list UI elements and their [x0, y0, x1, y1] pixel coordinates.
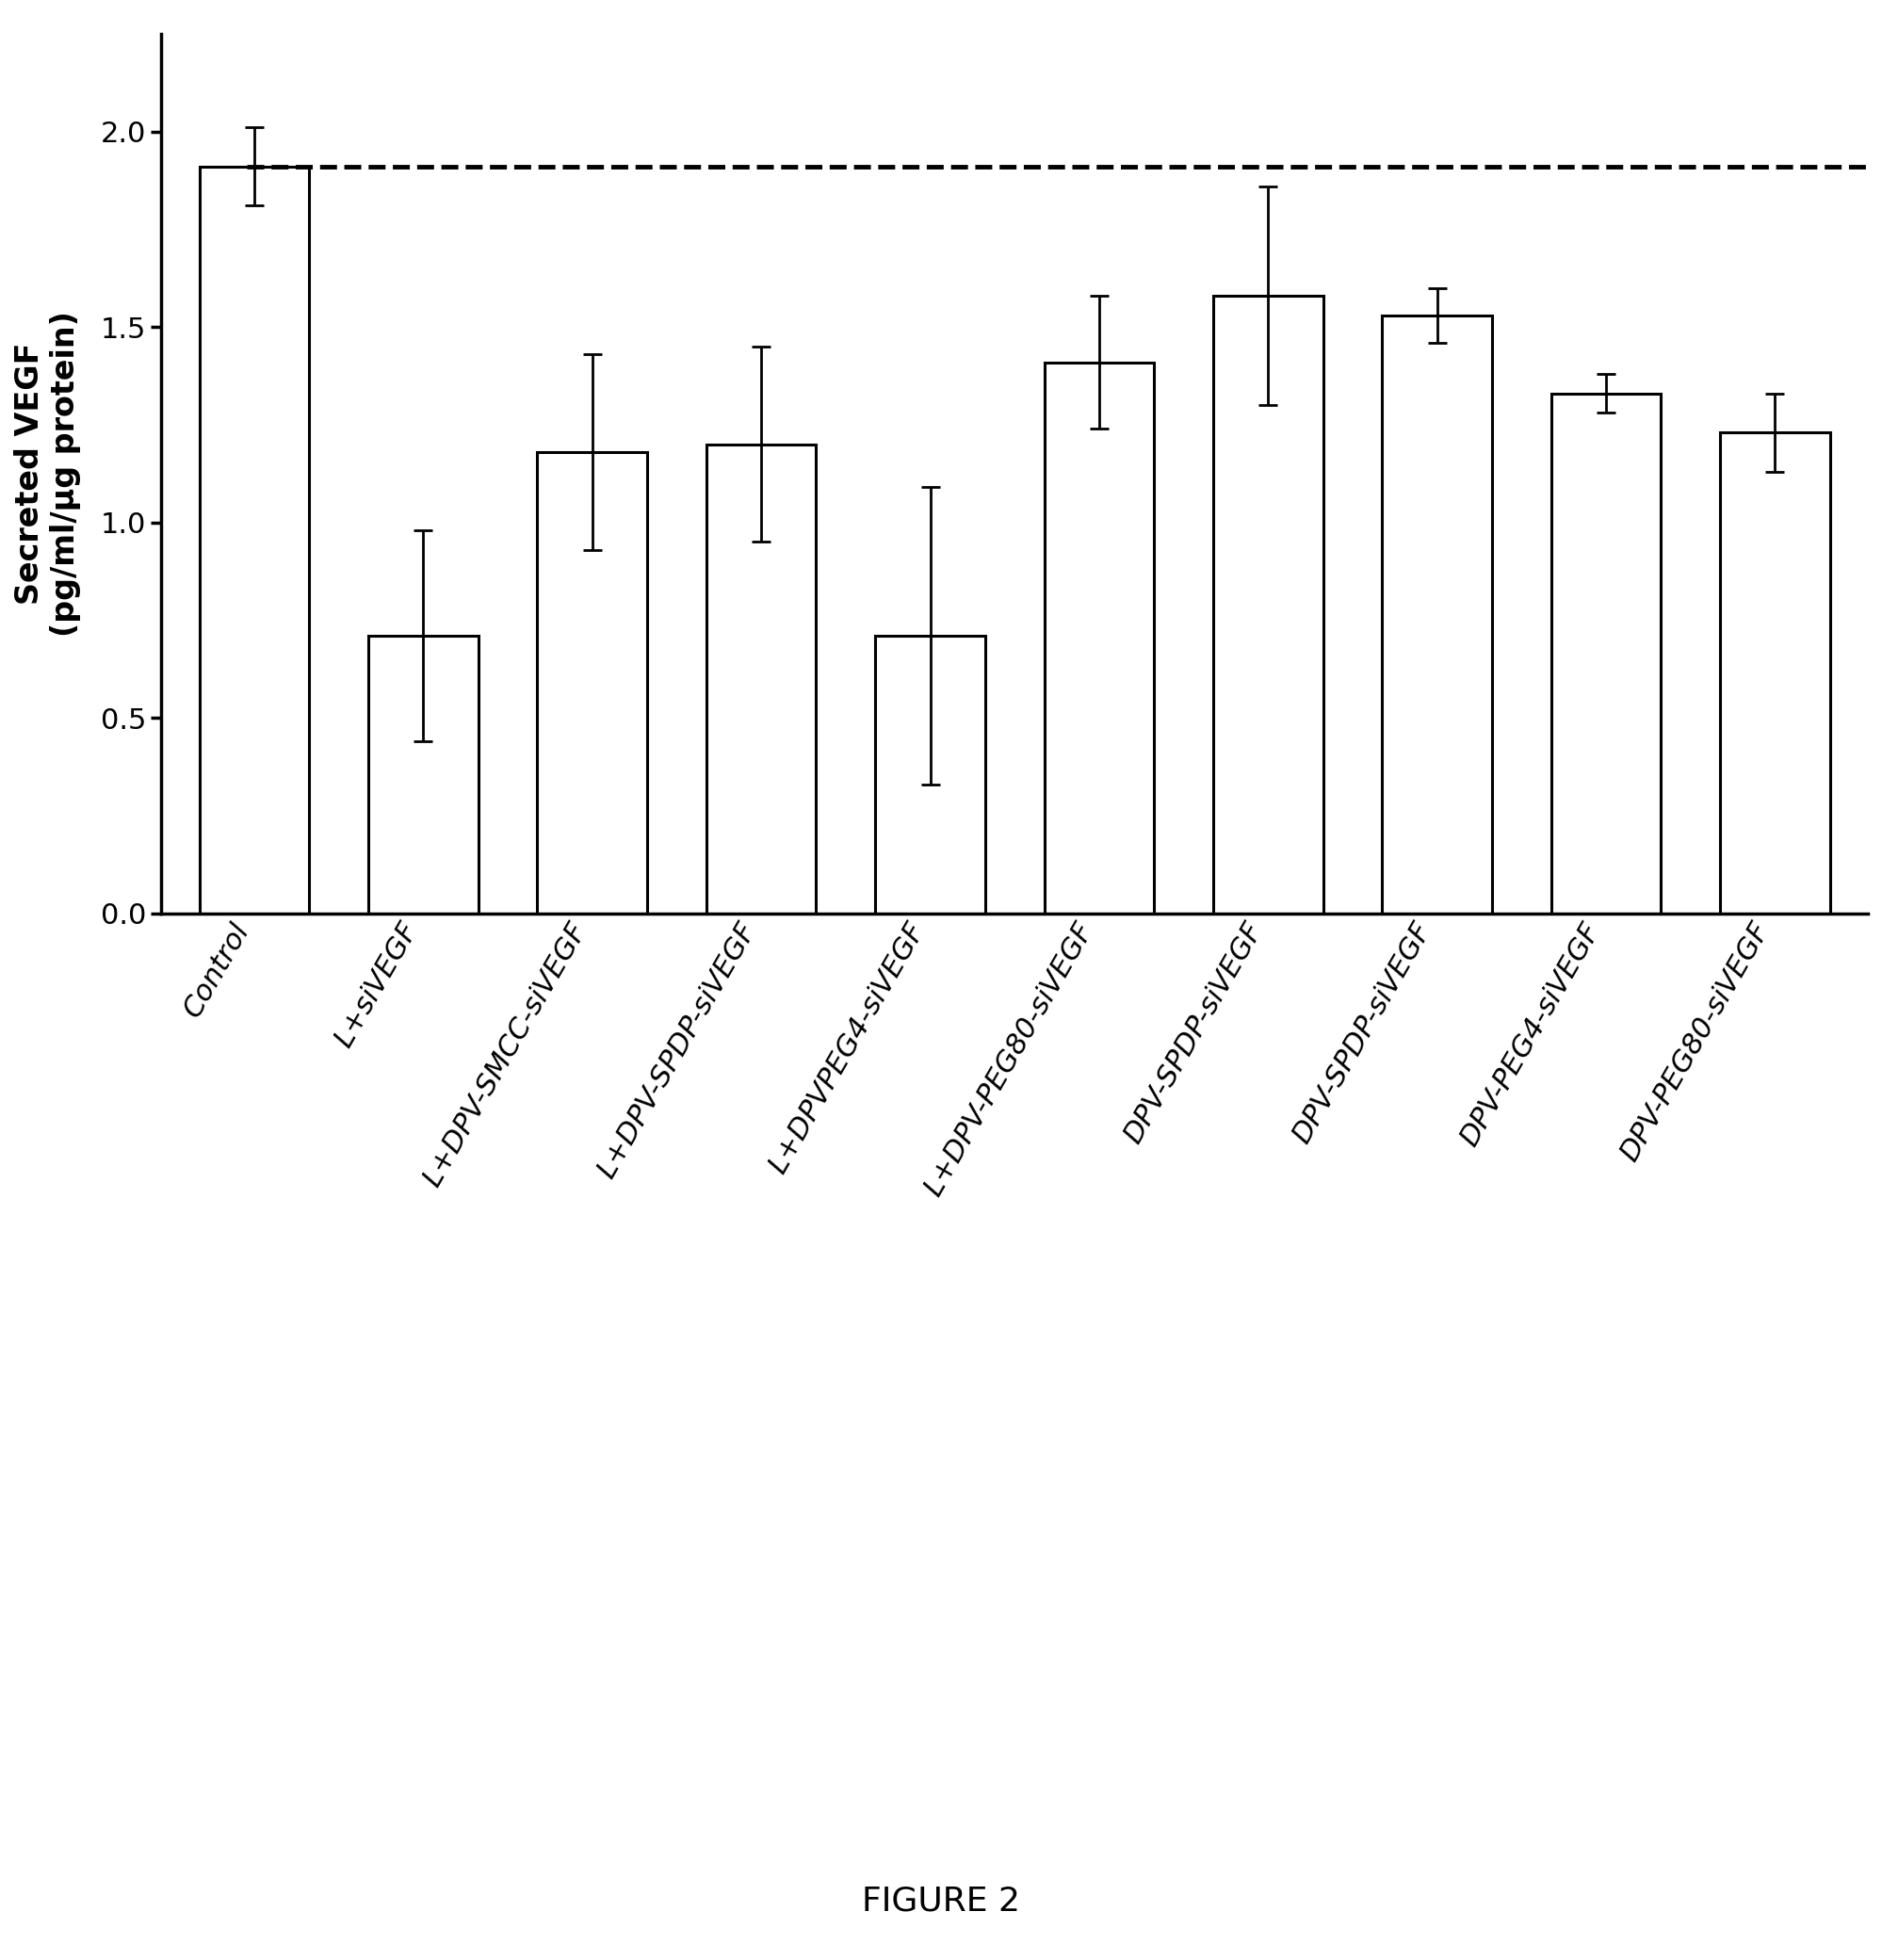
Text: FIGURE 2: FIGURE 2 — [862, 1886, 1020, 1917]
Bar — [1381, 316, 1492, 913]
Bar — [199, 167, 309, 913]
Bar — [875, 635, 984, 913]
Bar — [538, 453, 647, 913]
Y-axis label: Secreted VEGF
(pg/ml/µg protein): Secreted VEGF (pg/ml/µg protein) — [15, 312, 81, 637]
Bar — [369, 635, 478, 913]
Bar — [1551, 394, 1662, 913]
Bar — [1720, 433, 1829, 913]
Bar — [706, 445, 817, 913]
Bar — [1045, 363, 1154, 913]
Bar — [1214, 296, 1323, 913]
